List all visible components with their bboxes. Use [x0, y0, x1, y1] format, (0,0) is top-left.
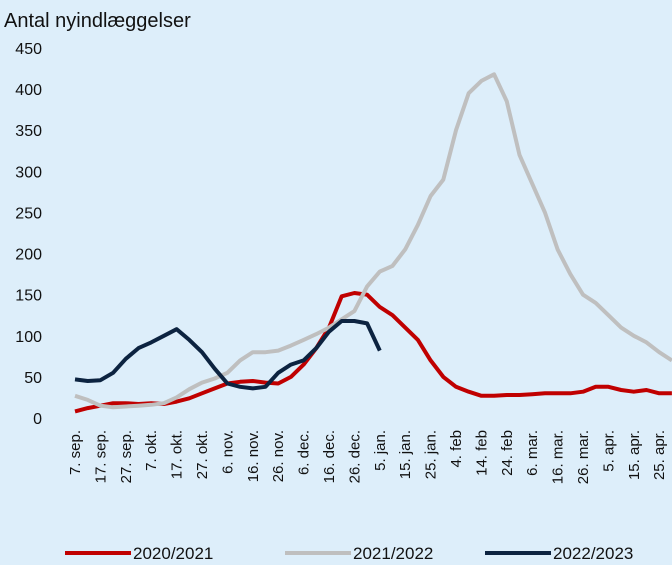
y-tick-label: 150	[15, 288, 42, 305]
y-tick-label: 450	[15, 41, 42, 58]
chart-title: Antal nyindlæggelser	[4, 10, 191, 32]
series-line	[74, 291, 672, 414]
x-tick-label: 16. nov.	[245, 430, 262, 482]
x-tick-label: 7. sep.	[67, 430, 84, 475]
x-tick-label: 25. jan.	[423, 430, 440, 479]
x-tick-label: 26. nov.	[270, 430, 287, 482]
x-tick-label: 17. sep.	[92, 430, 109, 483]
x-tick-label: 6. mar.	[524, 430, 541, 476]
x-tick-label: 27. sep.	[118, 430, 135, 483]
x-tick-label: 24. feb	[499, 430, 516, 476]
legend-label: 2021/2022	[353, 544, 433, 563]
y-tick-label: 0	[33, 411, 42, 428]
x-tick-label: 25. apr.	[651, 430, 668, 480]
series-line	[74, 319, 382, 391]
x-tick-label: 27. okt.	[194, 430, 211, 479]
x-tick-label: 26. mar.	[575, 430, 592, 484]
y-tick-label: 200	[15, 247, 42, 264]
x-tick-label: 15. jan.	[397, 430, 414, 479]
y-tick-label: 50	[24, 370, 42, 387]
x-tick-label: 15. apr.	[626, 430, 643, 480]
series-line	[74, 72, 672, 410]
x-tick-label: 26. dec.	[346, 430, 363, 483]
x-tick-label: 5. apr.	[600, 430, 617, 472]
x-tick-label: 16. dec.	[321, 430, 338, 483]
x-tick-label: 14. feb	[473, 430, 490, 476]
x-tick-label: 4. feb	[448, 430, 465, 468]
x-tick-label: 17. okt.	[169, 430, 186, 479]
y-tick-label: 400	[15, 82, 42, 99]
x-tick-label: 5. jan.	[372, 430, 389, 471]
x-tick-label: 6. dec.	[296, 430, 313, 475]
x-tick-label: 6. nov.	[219, 430, 236, 474]
y-tick-label: 350	[15, 123, 42, 140]
y-tick-label: 250	[15, 205, 42, 222]
x-tick-label: 16. mar.	[550, 430, 567, 484]
x-tick-label: 7. okt.	[143, 430, 160, 471]
y-tick-label: 300	[15, 164, 42, 181]
y-tick-label: 100	[15, 329, 42, 346]
legend-label: 2020/2021	[133, 544, 213, 563]
legend-label: 2022/2023	[553, 544, 633, 563]
